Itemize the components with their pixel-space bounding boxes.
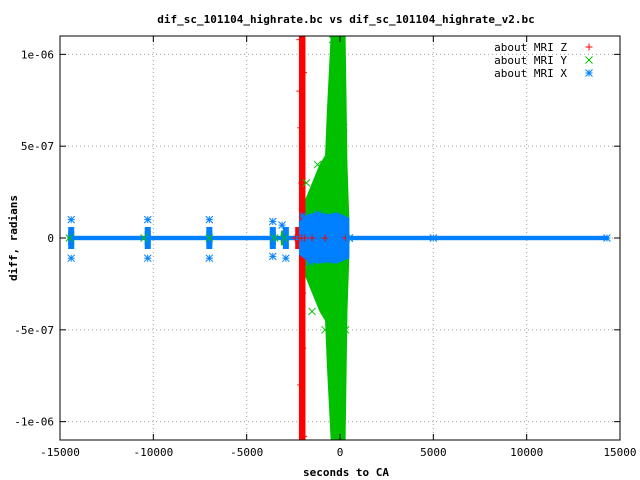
chart-title: dif_sc_101104_highrate.bc vs dif_sc_1011… <box>157 13 535 26</box>
data-point-1 <box>297 381 305 389</box>
x-axis-label: seconds to CA <box>303 466 389 479</box>
legend-marker <box>585 69 593 77</box>
y-tick-label: 1e-06 <box>21 48 54 61</box>
x-tick-label: 10000 <box>510 446 543 459</box>
data-point-2 <box>313 160 322 169</box>
data-point-3 <box>429 234 438 242</box>
x-tick-label: -10000 <box>133 446 173 459</box>
data-point-1 <box>296 36 304 44</box>
data-point-2 <box>328 35 337 44</box>
data-point-2 <box>339 123 348 132</box>
data-point-2 <box>341 325 350 334</box>
band-x-spike <box>269 226 276 250</box>
legend-marker <box>585 43 593 51</box>
data-point-3 <box>313 210 322 218</box>
data-point-2 <box>302 179 311 187</box>
y-tick-label: -5e-07 <box>14 324 54 337</box>
data-point-2 <box>280 234 288 242</box>
data-point-1 <box>298 179 306 187</box>
legend-marker <box>585 56 593 64</box>
data-point-3 <box>205 215 214 224</box>
data-point-1 <box>300 69 308 77</box>
y-tick-label: 5e-07 <box>21 140 54 153</box>
data-point-3 <box>345 234 354 242</box>
data-point-3 <box>336 213 344 222</box>
data-point-1 <box>296 87 304 95</box>
data-point-2 <box>205 234 214 242</box>
plot-frame <box>59 35 621 441</box>
band-x-spike <box>144 226 151 250</box>
legend-label: about MRI Y <box>494 54 567 67</box>
data-point-3 <box>67 254 76 263</box>
data-point-3 <box>268 217 277 226</box>
data-point-2 <box>308 307 316 316</box>
data-point-1 <box>299 289 307 297</box>
data-point-3 <box>143 215 152 224</box>
x-tick-label: 5000 <box>420 446 447 459</box>
band-x-spike <box>68 226 75 250</box>
band-x-spike <box>282 226 289 250</box>
data-point-1 <box>321 234 329 242</box>
data-point-3 <box>282 254 290 263</box>
data-point-3 <box>67 215 76 224</box>
y-tick-label: 0 <box>47 232 54 245</box>
data-point-2 <box>140 234 148 242</box>
legend-label: about MRI X <box>494 67 567 80</box>
data-point-1 <box>301 234 309 242</box>
data-point-3 <box>603 234 611 242</box>
data-point-3 <box>324 256 333 264</box>
data-point-3 <box>205 254 214 263</box>
data-point-3 <box>143 254 152 263</box>
data-point-3 <box>278 221 286 229</box>
data-point-2 <box>65 234 74 242</box>
data-point-3 <box>268 252 277 261</box>
data-points <box>65 35 611 441</box>
x-tick-label: 0 <box>337 446 344 459</box>
x-tick-label: -5000 <box>230 446 263 459</box>
data-point-3 <box>298 212 307 220</box>
dense-data-bands <box>67 36 609 440</box>
data-point-1 <box>300 432 308 440</box>
x-tick-label: -15000 <box>40 446 80 459</box>
data-point-1 <box>299 344 307 352</box>
legend-label: about MRI Z <box>494 41 567 54</box>
y-tick-label: -1e-06 <box>14 416 54 429</box>
data-point-2 <box>270 234 279 242</box>
y-axis-label: diff, radians <box>7 195 20 281</box>
data-point-1 <box>297 124 305 132</box>
x-tick-label: 15000 <box>603 446 636 459</box>
data-point-2 <box>321 325 329 334</box>
data-point-1 <box>308 234 316 242</box>
data-point-1 <box>291 234 299 242</box>
data-point-3 <box>306 258 314 266</box>
